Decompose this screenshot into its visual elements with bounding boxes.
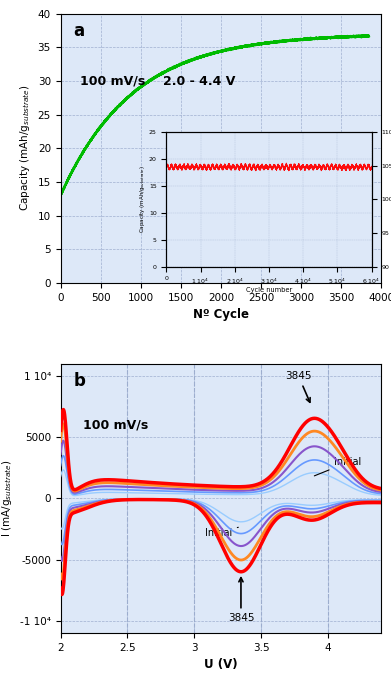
X-axis label: U (V): U (V) xyxy=(204,658,238,672)
Text: 100 mV/s: 100 mV/s xyxy=(83,418,148,431)
Text: 3845: 3845 xyxy=(285,371,312,402)
Text: Initial: Initial xyxy=(204,527,238,538)
Text: 2.0 - 4.4 V: 2.0 - 4.4 V xyxy=(163,75,236,88)
Text: Initial: Initial xyxy=(314,457,362,476)
X-axis label: Nº Cycle: Nº Cycle xyxy=(193,308,249,321)
Text: a: a xyxy=(74,22,84,40)
Y-axis label: I (mA/g$_{substrate}$): I (mA/g$_{substrate}$) xyxy=(0,460,14,537)
Y-axis label: Capacity (mAh/g$_{substrate}$): Capacity (mAh/g$_{substrate}$) xyxy=(18,85,32,211)
Text: 3845: 3845 xyxy=(228,577,254,624)
Text: 100 mV/s: 100 mV/s xyxy=(80,75,145,88)
Text: b: b xyxy=(74,372,85,390)
